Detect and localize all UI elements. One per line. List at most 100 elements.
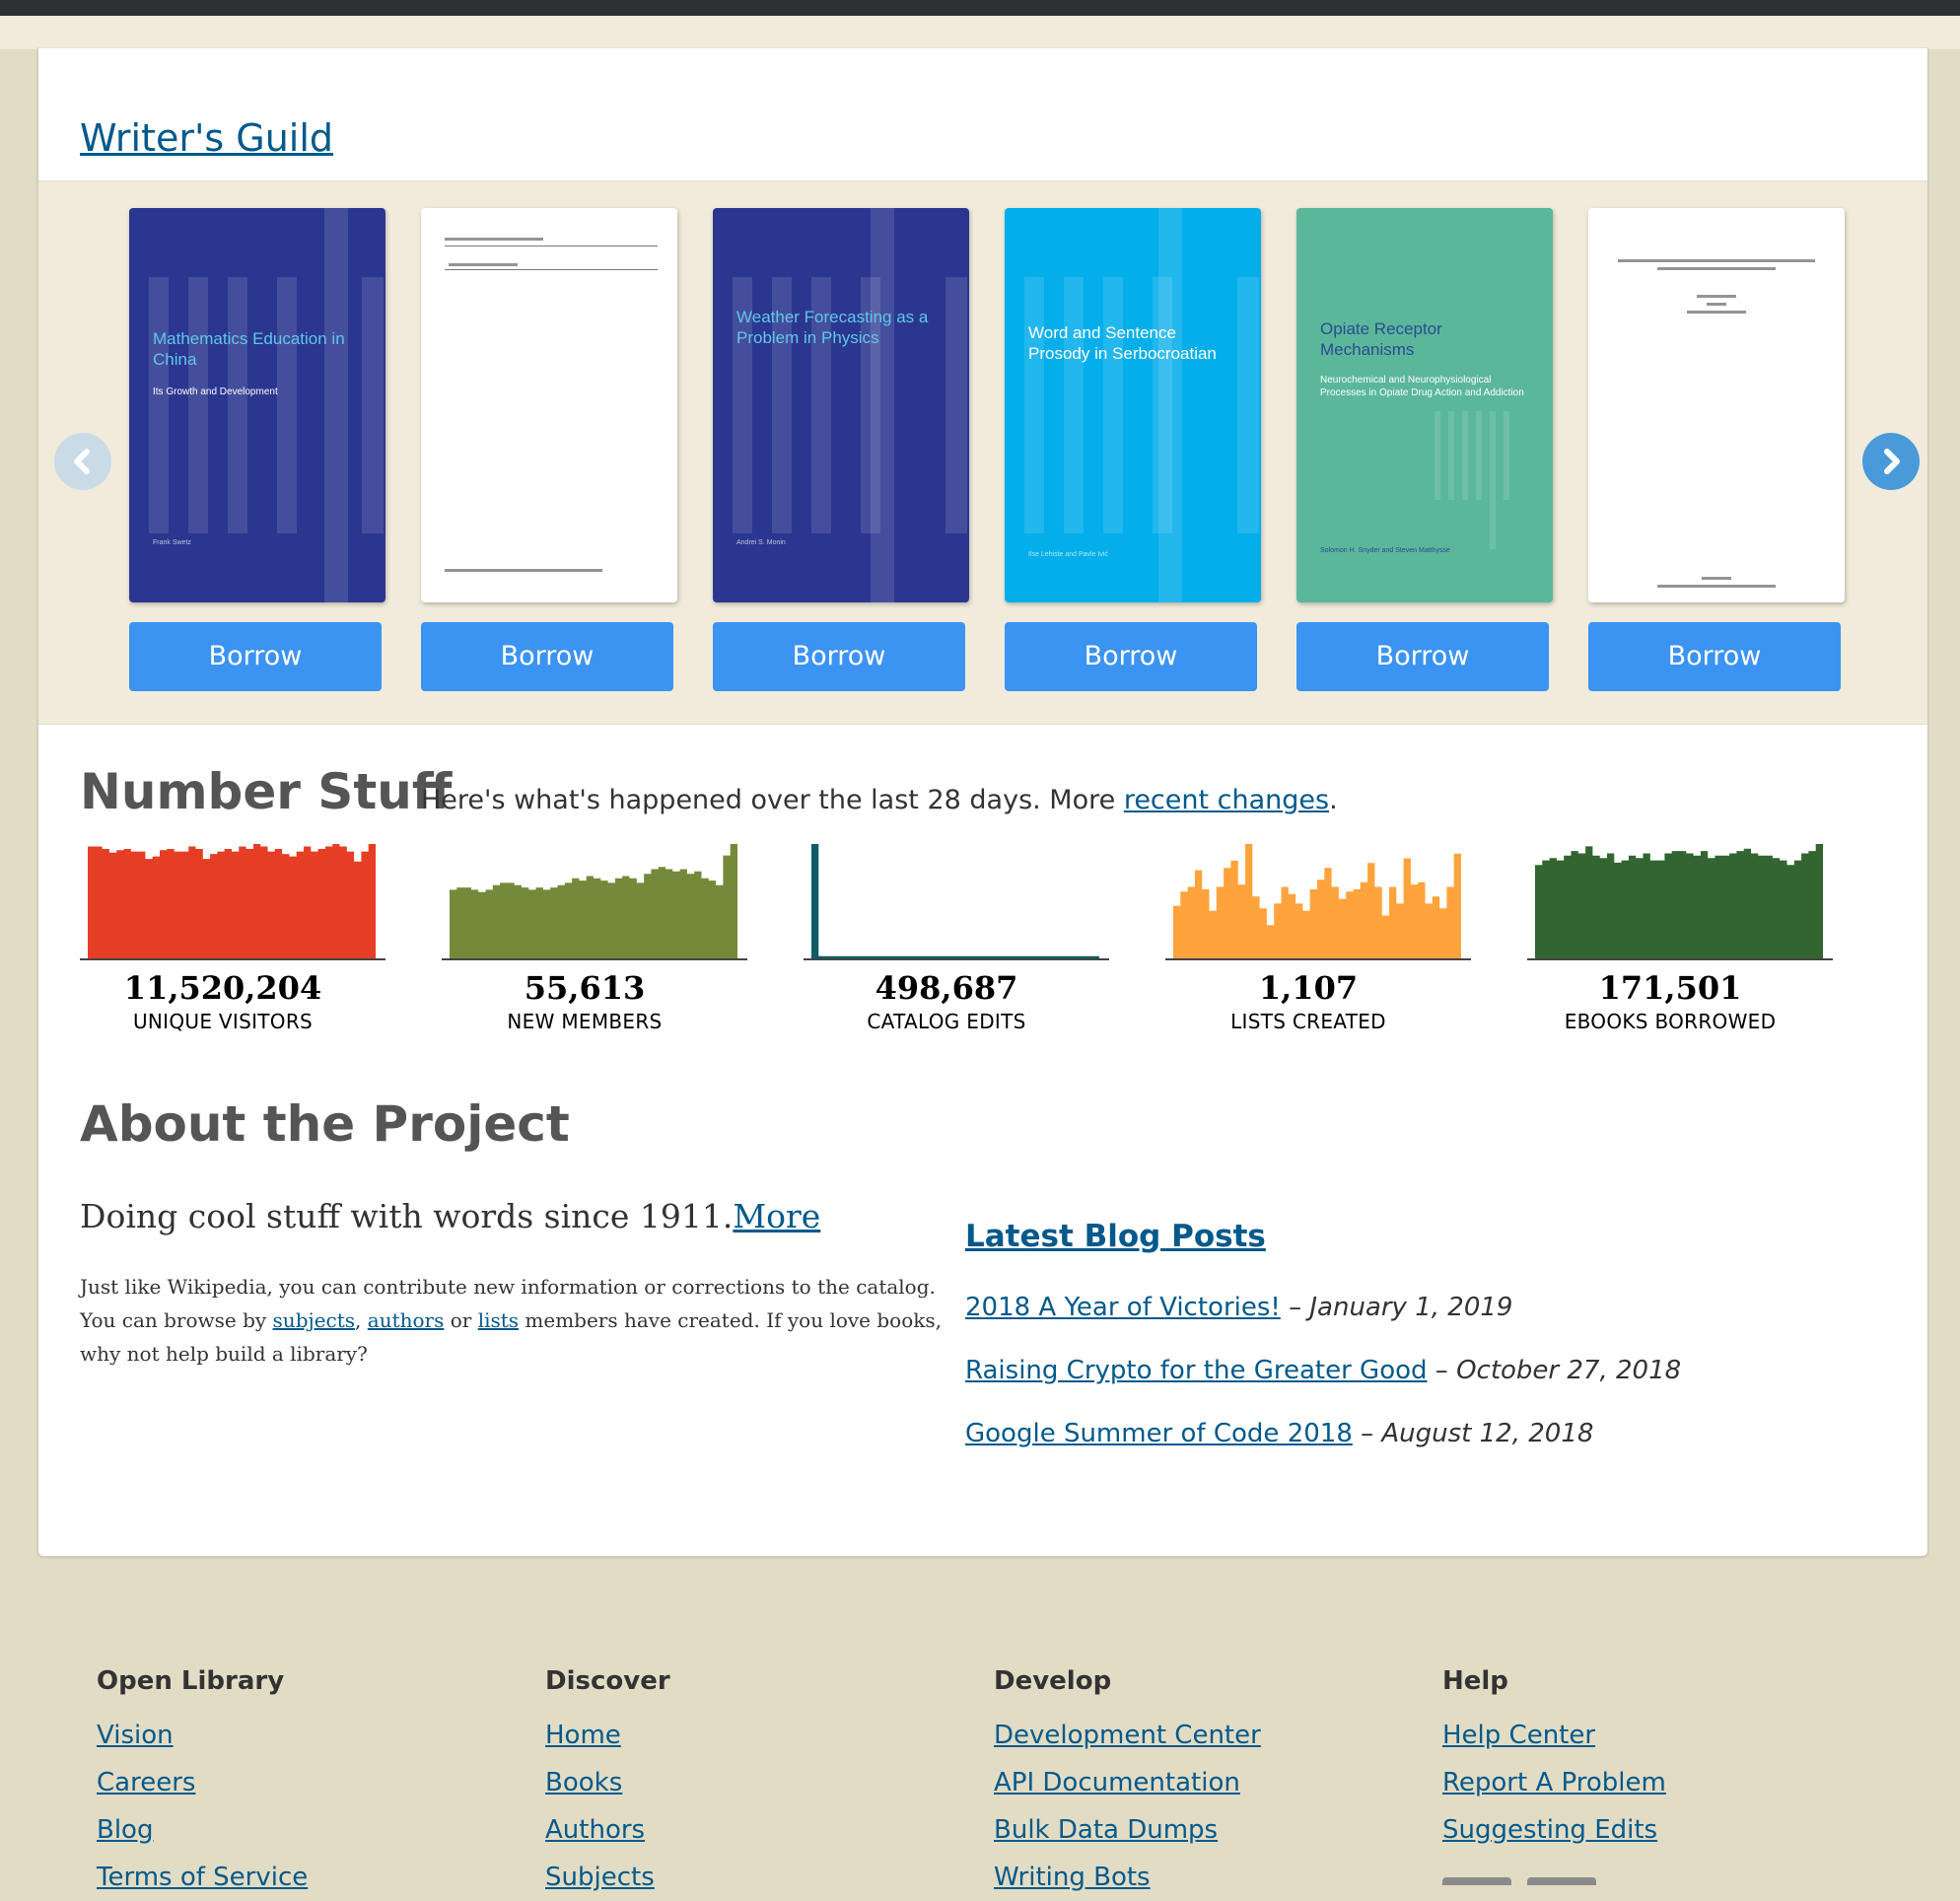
- footer-link-development-center[interactable]: Development Center: [994, 1721, 1261, 1750]
- footer-link-bulk-data-dumps[interactable]: Bulk Data Dumps: [994, 1815, 1219, 1845]
- chevron-right-icon: [1884, 449, 1900, 474]
- carousel-prev-button[interactable]: [54, 433, 111, 490]
- blog-post-date: January 1, 2019: [1309, 1293, 1513, 1322]
- blog-post-date: October 27, 2018: [1456, 1356, 1682, 1385]
- footer-link-careers[interactable]: Careers: [97, 1768, 196, 1797]
- footer-link-authors[interactable]: Authors: [545, 1815, 646, 1845]
- stat-value: 498,687: [875, 969, 1018, 1007]
- borrow-button[interactable]: Borrow: [129, 622, 382, 691]
- sparkline-area: [1173, 844, 1461, 958]
- blog-post-separator: –: [1435, 1356, 1448, 1385]
- footer-social-button[interactable]: [1527, 1877, 1596, 1885]
- blog-post-item: 2018 A Year of Victories! – January 1, 2…: [965, 1292, 1512, 1323]
- number-stuff-desc-end: .: [1329, 785, 1338, 815]
- blog-post-link[interactable]: Raising Crypto for the Greater Good: [965, 1356, 1428, 1385]
- number-stuff-desc-text: Here's what's happened over the last 28 …: [421, 785, 1124, 815]
- book-cover[interactable]: Word and Sentence Prosody in Serbocroati…: [1005, 208, 1261, 602]
- footer-link-report-a-problem[interactable]: Report A Problem: [1442, 1768, 1666, 1797]
- footer-column-help: Help Help Center Report A Problem Sugges…: [1442, 1664, 1837, 1854]
- footer-heading: Open Library: [97, 1666, 285, 1696]
- writers-guild-link[interactable]: Writer's Guild: [80, 116, 334, 160]
- footer-heading: Help: [1442, 1666, 1508, 1696]
- stat-label: CATALOG EDITS: [867, 1010, 1026, 1033]
- sparkline-area: [811, 844, 1099, 958]
- book-cover[interactable]: [421, 208, 677, 602]
- subjects-link[interactable]: subjects: [272, 1308, 356, 1332]
- sparkline-chart: [1165, 844, 1471, 960]
- about-lead: Doing cool stuff with words since 1911.M…: [80, 1197, 820, 1236]
- footer-link-terms[interactable]: Terms of Service: [97, 1863, 309, 1892]
- about-more-link[interactable]: More: [733, 1197, 821, 1235]
- blog-post-item: Raising Crypto for the Greater Good – Oc…: [965, 1355, 1681, 1386]
- footer-link-blog[interactable]: Blog: [97, 1815, 154, 1845]
- stat-label: UNIQUE VISITORS: [132, 1010, 314, 1033]
- book-cover-title: Mathematics Education in China: [153, 329, 345, 369]
- blog-post-link[interactable]: Google Summer of Code 2018: [965, 1419, 1353, 1448]
- footer-link-books[interactable]: Books: [545, 1768, 623, 1797]
- stat-new-members: 55,613 NEW MEMBERS: [442, 842, 747, 1049]
- about-text-part: Just like Wikipedia, you can contribute …: [80, 1275, 936, 1332]
- book-cover-title: Weather Forecasting as a Problem in Phys…: [736, 308, 929, 347]
- book-cover[interactable]: [1588, 208, 1845, 602]
- about-text-part: ,: [355, 1308, 368, 1332]
- blog-post-item: Google Summer of Code 2018 – August 12, …: [965, 1418, 1593, 1449]
- lists-link[interactable]: lists: [477, 1308, 520, 1332]
- about-text-part: or: [444, 1308, 478, 1332]
- footer-link-subjects[interactable]: Subjects: [545, 1863, 655, 1892]
- footer-link-writing-bots[interactable]: Writing Bots: [994, 1863, 1151, 1892]
- borrow-button[interactable]: Borrow: [713, 622, 965, 691]
- latest-blog-posts-link[interactable]: Latest Blog Posts: [965, 1219, 1266, 1254]
- about-text-part: members have created. If you love books,…: [80, 1308, 942, 1366]
- footer-link-api-documentation[interactable]: API Documentation: [994, 1768, 1240, 1797]
- borrow-button[interactable]: Borrow: [1588, 622, 1841, 691]
- chevron-left-icon: [74, 449, 90, 474]
- book-cover[interactable]: Opiate Receptor Mechanisms Neurochemical…: [1296, 208, 1553, 602]
- card-divider: [38, 47, 1927, 48]
- sparkline-area: [88, 844, 376, 958]
- stat-unique-visitors: 11,520,204 UNIQUE VISITORS: [80, 842, 385, 1049]
- stat-label: LISTS CREATED: [1230, 1010, 1386, 1033]
- footer-heading: Discover: [545, 1666, 670, 1696]
- sparkline-area: [1535, 844, 1823, 958]
- authors-link[interactable]: authors: [367, 1308, 445, 1332]
- stat-catalog-edits: 498,687 CATALOG EDITS: [804, 842, 1109, 1049]
- stat-ebooks-borrowed: 171,501 EBOOKS BORROWED: [1527, 842, 1833, 1049]
- carousel-next-button[interactable]: [1862, 433, 1920, 490]
- book-cover-subtitle: Its Growth and Development: [153, 387, 278, 397]
- footer-heading: Develop: [994, 1666, 1112, 1696]
- book-cover-title: Opiate Receptor Mechanisms: [1320, 319, 1442, 359]
- book-cover[interactable]: Mathematics Education in China Its Growt…: [129, 208, 385, 602]
- book-cover-author: Solomon H. Snyder and Steven Matthysse: [1320, 547, 1450, 554]
- recent-changes-link[interactable]: recent changes: [1123, 785, 1330, 815]
- sparkline-chart: [804, 844, 1109, 960]
- footer-link-vision[interactable]: Vision: [97, 1721, 174, 1750]
- blog-post-separator: –: [1361, 1419, 1374, 1448]
- borrow-button[interactable]: Borrow: [421, 622, 673, 691]
- book-cover[interactable]: Weather Forecasting as a Problem in Phys…: [713, 208, 969, 602]
- blog-post-link[interactable]: 2018 A Year of Victories!: [965, 1293, 1281, 1322]
- book-cover-subtitle: Neurochemical and Neurophysiological Pro…: [1320, 375, 1524, 398]
- borrow-button[interactable]: Borrow: [1005, 622, 1257, 691]
- stat-value: 1,107: [1258, 969, 1359, 1007]
- browser-top-bar: [0, 0, 1960, 16]
- sparkline-area: [450, 844, 737, 958]
- page-top-band: [0, 16, 1960, 49]
- footer-link-suggesting-edits[interactable]: Suggesting Edits: [1442, 1815, 1658, 1845]
- number-stuff-description: Here's what's happened over the last 28 …: [421, 785, 1338, 816]
- stat-value: 11,520,204: [123, 969, 322, 1007]
- stat-lists-created: 1,107 LISTS CREATED: [1165, 842, 1471, 1049]
- sparkline-chart: [80, 844, 385, 960]
- footer-link-home[interactable]: Home: [545, 1721, 621, 1750]
- blog-post-date: August 12, 2018: [1381, 1419, 1594, 1448]
- stat-value: 171,501: [1598, 969, 1742, 1007]
- number-stuff-heading: Number Stuff: [80, 763, 453, 820]
- footer-link-help-center[interactable]: Help Center: [1442, 1721, 1596, 1750]
- book-cover-author: Ilse Lehiste and Pavle Ivić: [1028, 551, 1108, 558]
- book-cover-title: Word and Sentence Prosody in Serbocroati…: [1028, 323, 1217, 363]
- borrow-button[interactable]: Borrow: [1296, 622, 1549, 691]
- blog-post-separator: –: [1289, 1293, 1302, 1322]
- footer-column-develop: Develop Development Center API Documenta…: [994, 1664, 1388, 1901]
- about-heading: About the Project: [80, 1095, 570, 1153]
- footer-column-discover: Discover Home Books Authors Subjects: [545, 1664, 940, 1901]
- footer-social-button[interactable]: [1442, 1877, 1511, 1885]
